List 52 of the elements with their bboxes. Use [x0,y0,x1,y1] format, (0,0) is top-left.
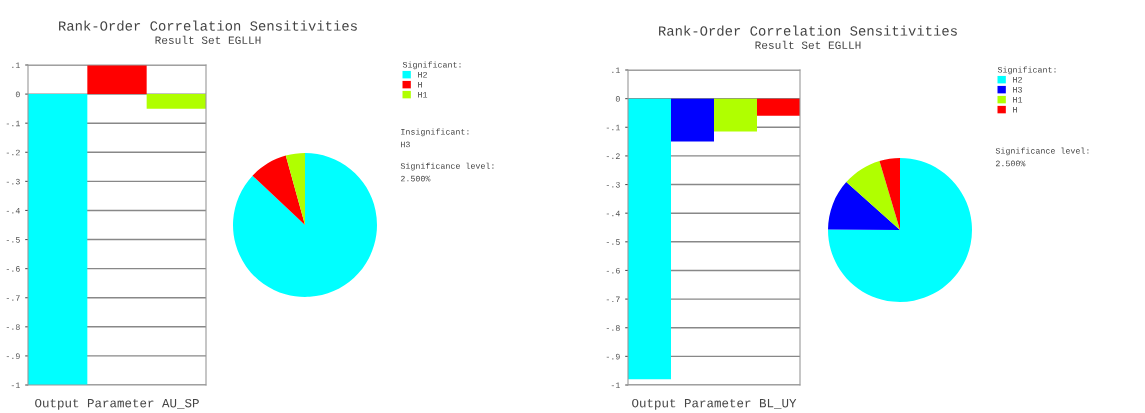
y-tick-label: -.4 [606,210,620,217]
y-tick-label: -.6 [6,266,20,272]
pie-slice [285,153,305,225]
legend-label: H1 [418,91,428,98]
y-tick-label: -.5 [6,237,20,243]
y-tick-label: -1 [611,382,620,389]
pie-slice [828,182,900,230]
legend-label: H2 [1013,76,1022,83]
y-tick-label: -.2 [6,149,20,156]
chart-subtitle: Result Set EGLLH [155,35,261,44]
text: H3 [401,141,410,148]
text: Insignificant: [401,128,469,137]
chart-subtitle: Result Set EGLLH [755,40,861,49]
chart-title: Rank-Order Correlation Sensitivities [659,25,957,36]
chart-title: Rank-Order Correlation Sensitivities [59,20,357,31]
y-tick-label: .1 [612,67,620,74]
y-tick-label: -.1 [6,120,20,127]
y-tick-label: -.8 [606,325,620,331]
y-tick-label: -.8 [6,324,20,330]
legend-title: Significant: [402,61,461,70]
y-tick-label: -.6 [606,267,620,274]
text: 2.500% [995,160,1026,167]
legend-label: H2 [418,71,427,78]
legend-title: Significant: [997,66,1056,75]
y-tick-label: -.7 [6,295,20,301]
y-tick-label: -.4 [6,207,20,214]
legend-label: H1 [1013,96,1023,103]
legend-label: H3 [1013,86,1022,93]
legend-label: H [1013,106,1017,113]
y-tick-label: -.3 [6,178,20,185]
text: Significance level: [400,162,494,171]
y-tick-label: -1 [11,382,20,389]
y-tick-label: -.5 [606,239,620,245]
y-tick-label: .1 [12,62,20,69]
text: Significance level: [995,147,1089,156]
y-tick-label: -.2 [606,153,620,159]
pie-slice [233,153,377,297]
x-axis-title: Output Parameter BL_UY [632,398,797,410]
y-tick-label: -.9 [6,353,20,360]
x-axis-title: Output Parameter AU_SP [35,398,199,410]
text: 2.500% [400,175,431,182]
y-tick-label: -.3 [606,181,620,188]
pie-slice [879,158,900,230]
pie-slice [846,160,900,230]
y-tick-label: -.1 [606,124,620,131]
pie-slice [828,158,972,302]
y-tick-label: 0 [15,91,20,98]
y-tick-label: 0 [615,96,620,102]
legend-label: H [418,82,422,88]
pie-slice [252,155,305,225]
y-tick-label: -.9 [606,353,620,360]
y-tick-label: -.7 [606,296,620,303]
